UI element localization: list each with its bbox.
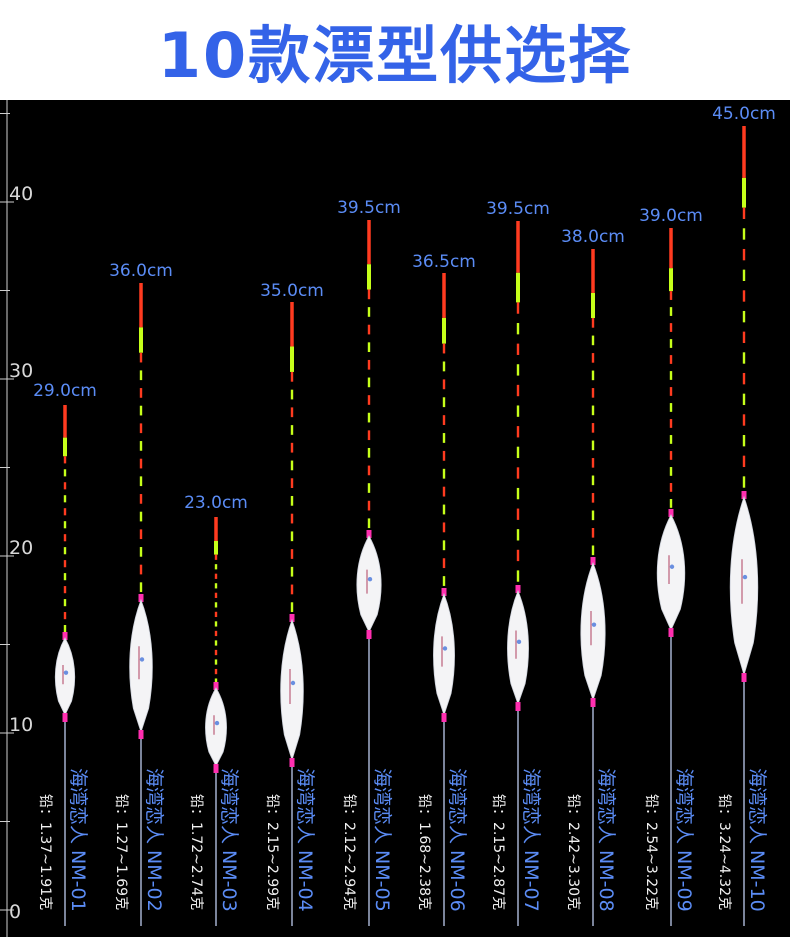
float-model-name: 海湾恋人 NM-04 [294, 768, 316, 912]
float-lead-weight: 铅：2.54~3.22克 [643, 794, 659, 910]
y-axis-tick-label: 20 [9, 537, 33, 559]
float-top-collar [213, 682, 219, 690]
float-length-label: 36.5cm [412, 252, 476, 272]
float-bottom-collar [668, 628, 674, 637]
float-body [356, 535, 382, 633]
float-bottom-collar [138, 730, 144, 739]
float-body [656, 514, 686, 631]
y-axis-tick-label: 40 [9, 183, 33, 205]
float-lead-weight: 铅：1.37~1.91克 [37, 794, 53, 910]
float-length-label: 39.5cm [337, 198, 401, 218]
float-body-logo [442, 646, 448, 651]
float-bottom-collar [289, 758, 295, 767]
float-body [580, 561, 606, 702]
float-lead-weight: 铅：2.15~2.99克 [264, 794, 280, 910]
float-model-name: 海湾恋人 NM-05 [371, 768, 393, 912]
float-model-name: 海湾恋人 NM-09 [673, 768, 695, 912]
float-model-name: 海湾恋人 NM-01 [67, 768, 89, 912]
float-model-name: 海湾恋人 NM-10 [746, 768, 768, 912]
float-lead-weight: 铅：2.15~2.87克 [490, 794, 506, 910]
float-top-collar [515, 585, 521, 593]
float-model-name: 海湾恋人 NM-03 [218, 768, 240, 912]
float-body [507, 589, 529, 706]
y-axis-tick-label: 10 [9, 714, 33, 736]
float-body [729, 495, 759, 677]
float-length-label: 39.5cm [486, 199, 550, 219]
float-model-name: 海湾恋人 NM-08 [595, 768, 617, 912]
page-title: 10款漂型供选择 [157, 19, 633, 92]
float-model-name: 海湾恋人 NM-06 [446, 768, 468, 912]
float-body-logo [742, 574, 748, 580]
float-lead-weight: 铅：1.27~1.69克 [113, 794, 129, 910]
float-body-logo [214, 720, 220, 726]
float-lead-weight: 铅：3.24~4.32克 [716, 794, 732, 910]
float-body [205, 687, 227, 767]
float-model-name: 海湾恋人 NM-07 [520, 768, 542, 912]
float-top-collar [668, 509, 674, 517]
float-body-logo [516, 639, 522, 645]
float-bottom-collar [62, 713, 68, 722]
float-bottom-collar [515, 702, 521, 711]
float-length-label: 35.0cm [260, 281, 324, 301]
float-bottom-collar [213, 764, 219, 773]
float-bottom-collar [366, 630, 372, 639]
y-axis-tick-label: 0 [9, 901, 21, 923]
float-lead-weight: 铅：1.72~2.74克 [188, 794, 204, 910]
float-bottom-collar [741, 673, 747, 682]
float-lead-weight: 铅：2.12~2.94克 [341, 794, 357, 910]
float-length-label: 29.0cm [33, 381, 97, 401]
float-body-logo [591, 622, 597, 627]
float-model-name: 海湾恋人 NM-02 [143, 768, 165, 912]
float-top-collar [289, 614, 295, 622]
float-top-collar [441, 588, 447, 596]
float-lead-weight: 铅：2.42~3.30克 [565, 794, 581, 910]
float-lead-weight: 铅：1.68~2.38克 [416, 794, 432, 910]
float-body-logo [290, 680, 296, 686]
y-axis-tick-label: 30 [9, 360, 33, 382]
float-length-label: 38.0cm [561, 227, 625, 247]
float-top-collar [741, 491, 747, 499]
float-body [54, 637, 76, 716]
float-comparison-panel: 40 30 20 10 0 29.0cm 海湾恋人 NM-01 铅：1.37~1.91克 36.… [0, 100, 790, 937]
float-body [129, 598, 153, 734]
float-top-collar [62, 632, 68, 640]
float-body-logo [367, 577, 373, 582]
float-illustration: 40 30 20 10 0 29.0cm 海湾恋人 NM-01 铅：1.37~1.91克 36.… [0, 100, 776, 937]
float-bottom-collar [441, 713, 447, 722]
float-length-label: 23.0cm [184, 493, 248, 513]
float-body [433, 592, 455, 717]
float-body-logo [139, 657, 145, 662]
float-top-collar [366, 530, 372, 538]
float-body [280, 618, 304, 762]
float-length-label: 39.0cm [639, 206, 703, 226]
float-length-label: 36.0cm [109, 261, 173, 281]
float-length-label: 45.0cm [712, 104, 776, 124]
float-body-logo [669, 564, 675, 569]
float-top-collar [590, 557, 596, 565]
float-bottom-collar [590, 698, 596, 707]
header: 10款漂型供选择 [0, 0, 790, 100]
float-body-logo [63, 670, 69, 675]
float-top-collar [138, 594, 144, 602]
